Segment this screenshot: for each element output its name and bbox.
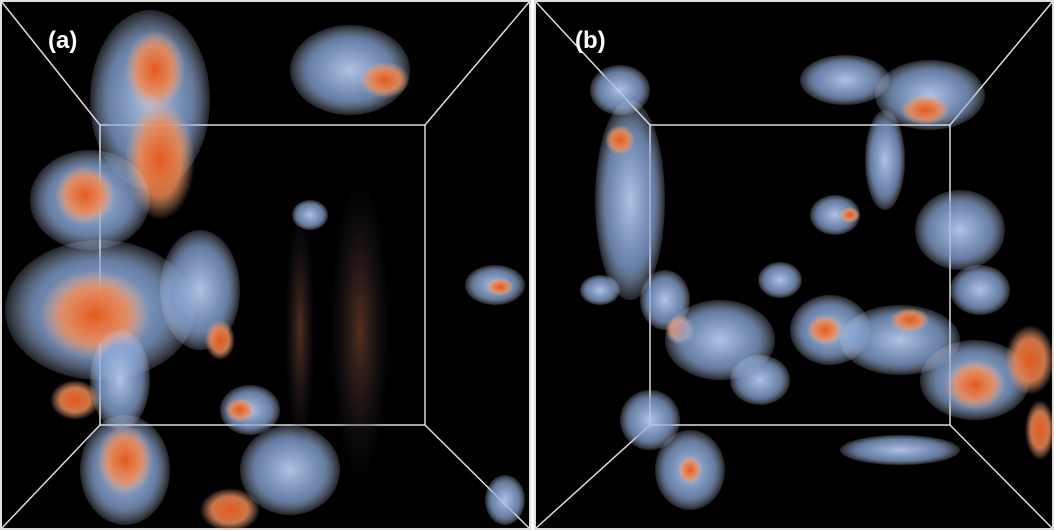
blob	[240, 425, 340, 515]
page: (a) (b) (() => { const data = JSON.parse…	[0, 0, 1054, 530]
blob	[900, 95, 950, 125]
blob	[97, 425, 153, 495]
blob	[678, 456, 702, 484]
blob	[50, 380, 100, 420]
blob	[865, 110, 905, 210]
blob	[1005, 325, 1054, 395]
blob	[807, 315, 843, 345]
panel: (b)	[535, 1, 1054, 529]
blob	[330, 180, 390, 480]
blob	[915, 190, 1005, 270]
panel: (a)	[1, 1, 530, 530]
blob	[292, 200, 328, 230]
blob	[90, 330, 150, 430]
blob	[730, 355, 790, 405]
blob	[485, 475, 525, 525]
blob	[580, 275, 620, 305]
blob	[950, 265, 1010, 315]
blob	[758, 262, 802, 298]
blob	[55, 165, 115, 225]
blob	[486, 278, 514, 296]
panel-label: (b)	[575, 27, 606, 54]
blob	[945, 360, 1005, 410]
blob	[125, 30, 185, 110]
blob	[205, 320, 235, 360]
blob	[605, 125, 635, 155]
blob	[890, 308, 930, 332]
blob	[360, 62, 410, 98]
blob	[285, 210, 315, 450]
blob	[1025, 400, 1054, 460]
blob	[840, 435, 960, 465]
panel-label: (a)	[48, 27, 77, 54]
blob	[225, 398, 255, 422]
blob	[840, 207, 860, 223]
figure: (a) (b)	[0, 0, 1054, 530]
